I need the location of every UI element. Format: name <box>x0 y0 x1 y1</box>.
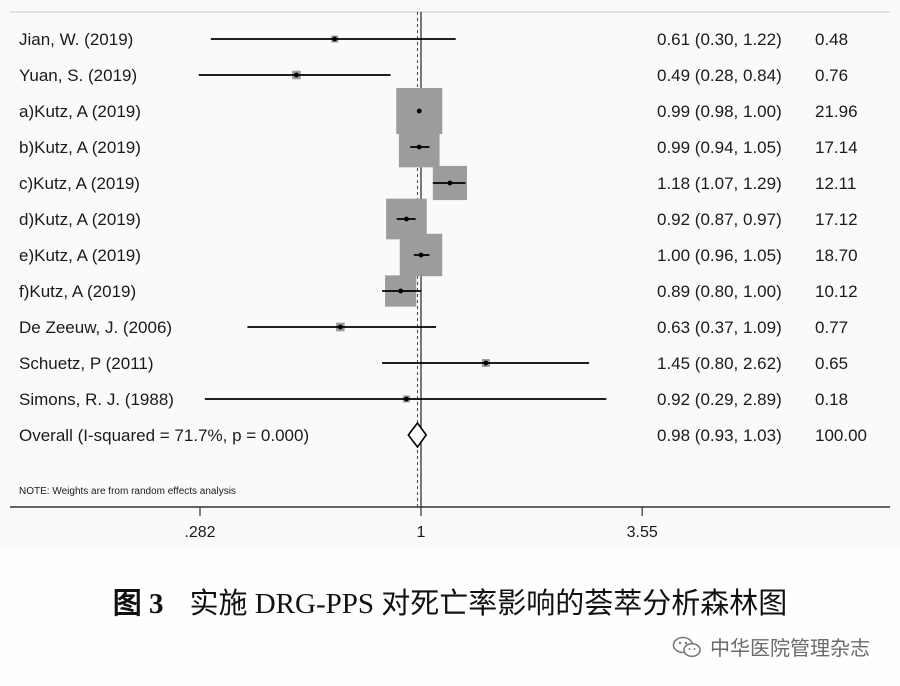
study-point-estimate <box>332 36 338 42</box>
study-weight-text: 17.12 <box>815 210 858 229</box>
study-weight-text: 0.77 <box>815 318 848 337</box>
study-point-estimate <box>416 108 422 114</box>
study-point-estimate <box>337 324 343 330</box>
study-point-estimate <box>447 180 453 186</box>
study-ci-text: 0.89 (0.80, 1.00) <box>657 282 782 301</box>
study-ci-text: 0.49 (0.28, 0.84) <box>657 66 782 85</box>
study-point-estimate <box>418 252 424 258</box>
overall-label: Overall (I-squared = 71.7%, p = 0.000) <box>19 426 309 445</box>
overall-weight-text: 100.00 <box>815 426 867 445</box>
study-weight-text: 0.18 <box>815 390 848 409</box>
study-ci-text: 0.92 (0.87, 0.97) <box>657 210 782 229</box>
study-weight-text: 0.76 <box>815 66 848 85</box>
study-weight-text: 10.12 <box>815 282 858 301</box>
caption-area <box>0 548 900 686</box>
forest-plot-svg: Jian, W. (2019) 0.61 (0.30, 1.22) 0.48 Yuan… <box>10 11 890 541</box>
figure-number: 图 3 <box>112 588 164 620</box>
overall-diamond <box>407 421 428 449</box>
study-ci-text: 1.00 (0.96, 1.05) <box>657 246 782 265</box>
study-point-estimate <box>294 72 299 78</box>
study-label: b)Kutz, A (2019) <box>19 138 141 157</box>
study-point-estimate <box>398 288 404 294</box>
study-ci-text: 1.18 (1.07, 1.29) <box>657 174 782 193</box>
watermark-text: 中华医院管理杂志 <box>710 636 870 660</box>
study-weight-text: 12.11 <box>815 174 856 193</box>
overall-ci-text: 0.98 (0.93, 1.03) <box>657 426 782 445</box>
study-ci-text: 1.45 (0.80, 2.62) <box>657 354 782 373</box>
study-point-estimate <box>404 216 409 222</box>
study-weight-text: 18.70 <box>815 246 858 265</box>
study-label: c)Kutz, A (2019) <box>19 174 140 193</box>
wechat-icon <box>672 636 701 657</box>
study-label: e)Kutz, A (2019) <box>19 246 141 265</box>
study-label: De Zeeuw, J. (2006) <box>19 318 172 337</box>
weights-note: NOTE: Weights are from random effects an… <box>19 486 236 497</box>
study-weight-text: 0.48 <box>815 30 848 49</box>
x-tick-label: .282 <box>184 524 215 541</box>
x-tick-label: 1 <box>417 524 426 541</box>
study-label: f)Kutz, A (2019) <box>19 282 136 301</box>
study-ci-text: 0.99 (0.98, 1.00) <box>657 102 782 121</box>
study-point-estimate <box>416 144 422 150</box>
figure-title: 实施 DRG-PPS 对死亡率影响的荟萃分析森林图 <box>189 588 788 620</box>
watermark: 中华医院管理杂志 <box>672 632 870 661</box>
study-label: Schuetz, P (2011) <box>19 354 154 373</box>
study-ci-text: 0.99 (0.94, 1.05) <box>657 138 782 157</box>
study-label: Jian, W. (2019) <box>19 30 133 49</box>
study-label: d)Kutz, A (2019) <box>19 210 141 229</box>
study-ci-text: 0.63 (0.37, 1.09) <box>657 318 782 337</box>
study-ci-text: 0.92 (0.29, 2.89) <box>657 390 782 409</box>
study-label: a)Kutz, A (2019) <box>19 102 141 121</box>
study-weight-text: 17.14 <box>815 138 858 157</box>
figure-caption: 图 3 实施 DRG-PPS 对死亡率影响的荟萃分析森林图 <box>0 580 900 622</box>
study-weight-text: 0.65 <box>815 354 848 373</box>
forest-plot: Jian, W. (2019) 0.61 (0.30, 1.22) 0.48 Yuan… <box>10 11 890 541</box>
study-label: Simons, R. J. (1988) <box>19 390 174 409</box>
study-point-estimate <box>404 396 409 402</box>
study-point-estimate <box>483 360 489 366</box>
study-weight-text: 21.96 <box>815 102 858 121</box>
study-label: Yuan, S. (2019) <box>19 66 137 85</box>
study-ci-text: 0.61 (0.30, 1.22) <box>657 30 782 49</box>
x-tick-label: 3.55 <box>627 524 658 541</box>
